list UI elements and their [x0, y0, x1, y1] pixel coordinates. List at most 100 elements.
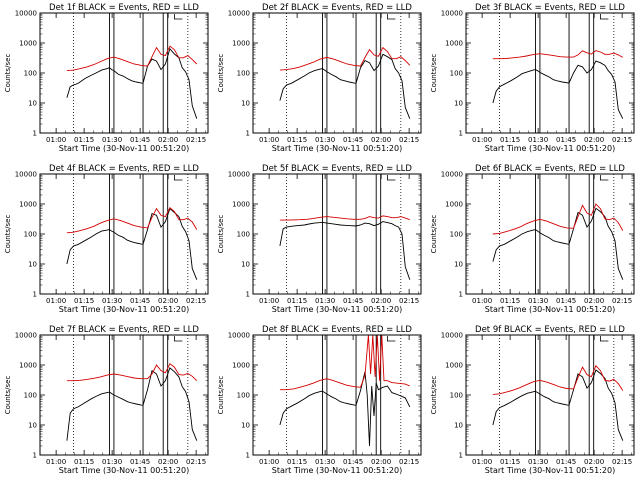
x-tick-label: 01:30: [102, 297, 122, 305]
y-axis-label: Counts/sec: [430, 376, 438, 415]
x-tick-label: 01:15: [74, 297, 94, 305]
x-axis-label: Start Time (30-Nov-11 00:51:20): [59, 144, 189, 153]
y-tick-label: 1: [459, 291, 463, 299]
series-line-black: [279, 371, 411, 447]
y-tick-label: 1: [246, 130, 250, 138]
y-tick-label: 10000: [15, 171, 37, 179]
plot-frame: [39, 12, 209, 134]
panel-2: Det 2f BLACK = Events, RED = LLD Counts/s…: [217, 3, 422, 153]
y-tick-label: 10000: [228, 332, 250, 340]
y-tick-label: 10000: [441, 10, 463, 18]
series-line-black: [492, 207, 624, 280]
y-tick-label: 1000: [19, 201, 37, 209]
x-tick-label: 02:15: [399, 136, 419, 144]
y-tick-label: 10: [241, 422, 250, 430]
y-tick-label: 100: [24, 231, 37, 239]
x-tick-label: 01:30: [528, 136, 548, 144]
x-tick-label: 01:45: [556, 297, 576, 305]
y-axis-label: Counts/sec: [217, 215, 225, 254]
x-tick-label: 01:30: [315, 297, 335, 305]
plot-frame: [252, 12, 422, 134]
panel-title: Det 3f BLACK = Events, RED = LLD: [475, 3, 625, 13]
y-tick-label: 1000: [445, 201, 463, 209]
y-tick-label: 100: [450, 70, 463, 78]
y-tick-label: 100: [450, 231, 463, 239]
plot-frame: [39, 334, 209, 456]
y-tick-label: 100: [237, 231, 250, 239]
y-tick-label: 100: [237, 70, 250, 78]
series-line-red: [492, 50, 624, 60]
panel-title: Det 8f BLACK = Events, RED = LLD: [262, 325, 412, 335]
bracket-marker: [600, 14, 609, 20]
x-tick-label: 01:00: [259, 297, 279, 305]
plot-frame: [465, 173, 635, 295]
series-line-black: [279, 53, 411, 119]
bracket-marker: [173, 14, 183, 20]
panel-3: Det 3f BLACK = Events, RED = LLD Counts/s…: [430, 3, 635, 153]
y-tick-label: 10: [454, 100, 463, 108]
x-axis-label: Start Time (30-Nov-11 00:51:20): [272, 466, 402, 475]
y-tick-label: 1: [33, 291, 37, 299]
y-tick-label: 1000: [445, 362, 463, 370]
y-tick-label: 1: [459, 452, 463, 460]
x-axis-label: Start Time (30-Nov-11 00:51:20): [59, 466, 189, 475]
plot-frame: [252, 334, 422, 456]
panel-title: Det 2f BLACK = Events, RED = LLD: [262, 3, 412, 13]
plot-frame: [465, 12, 635, 134]
y-tick-label: 1: [33, 130, 37, 138]
y-axis-label: Counts/sec: [430, 215, 438, 254]
x-tick-label: 01:15: [287, 136, 307, 144]
x-tick-label: 02:00: [158, 297, 178, 305]
series-line-red: [279, 46, 411, 71]
x-tick-label: 01:15: [74, 458, 94, 466]
x-tick-label: 02:15: [399, 297, 419, 305]
panel-6: Det 6f BLACK = Events, RED = LLD Counts/s…: [430, 164, 635, 314]
x-axis-label: Start Time (30-Nov-11 00:51:20): [485, 466, 615, 475]
y-tick-label: 10000: [15, 332, 37, 340]
panel-title: Det 5f BLACK = Events, RED = LLD: [262, 164, 412, 174]
y-axis-label: Counts/sec: [4, 54, 12, 93]
x-axis-label: Start Time (30-Nov-11 00:51:20): [272, 305, 402, 314]
panel-title: Det 1f BLACK = Events, RED = LLD: [49, 3, 199, 13]
bracket-marker: [386, 14, 396, 20]
y-tick-label: 10: [28, 100, 37, 108]
x-tick-label: 01:45: [556, 136, 576, 144]
series-line-red: [66, 363, 198, 382]
x-tick-label: 01:00: [472, 297, 492, 305]
x-tick-label: 02:15: [186, 458, 206, 466]
x-axis-label: Start Time (30-Nov-11 00:51:20): [272, 144, 402, 153]
panel-4: Det 4f BLACK = Events, RED = LLD Counts/s…: [4, 164, 209, 314]
x-tick-label: 01:30: [528, 458, 548, 466]
y-tick-label: 1: [459, 130, 463, 138]
series-line-black: [66, 367, 198, 441]
y-tick-label: 100: [450, 392, 463, 400]
x-tick-label: 02:15: [399, 458, 419, 466]
y-tick-label: 1000: [445, 40, 463, 48]
panel-title: Det 4f BLACK = Events, RED = LLD: [49, 164, 199, 174]
y-tick-label: 100: [24, 70, 37, 78]
x-axis-label: Start Time (30-Nov-11 00:51:20): [485, 144, 615, 153]
y-tick-label: 10: [241, 100, 250, 108]
y-tick-label: 10000: [228, 10, 250, 18]
x-tick-label: 01:30: [315, 136, 335, 144]
x-tick-label: 01:45: [343, 297, 363, 305]
y-tick-label: 10: [454, 261, 463, 269]
x-tick-label: 01:15: [500, 458, 520, 466]
x-tick-label: 01:15: [287, 297, 307, 305]
bracket-marker: [386, 336, 396, 342]
y-axis-label: Counts/sec: [430, 54, 438, 93]
y-axis-label: Counts/sec: [217, 54, 225, 93]
x-tick-label: 01:00: [259, 458, 279, 466]
series-line-red: [279, 215, 410, 221]
panel-title: Det 9f BLACK = Events, RED = LLD: [475, 325, 625, 335]
x-tick-label: 02:00: [158, 458, 178, 466]
series-line-red: [492, 203, 624, 235]
panel-8: Det 8f BLACK = Events, RED = LLD Counts/s…: [217, 325, 422, 475]
x-tick-label: 02:00: [158, 136, 178, 144]
bracket-marker: [173, 175, 183, 181]
y-axis-label: Counts/sec: [4, 215, 12, 254]
y-tick-label: 100: [237, 392, 250, 400]
x-tick-label: 01:00: [472, 458, 492, 466]
series-line-black: [492, 60, 624, 119]
x-tick-label: 01:15: [500, 297, 520, 305]
